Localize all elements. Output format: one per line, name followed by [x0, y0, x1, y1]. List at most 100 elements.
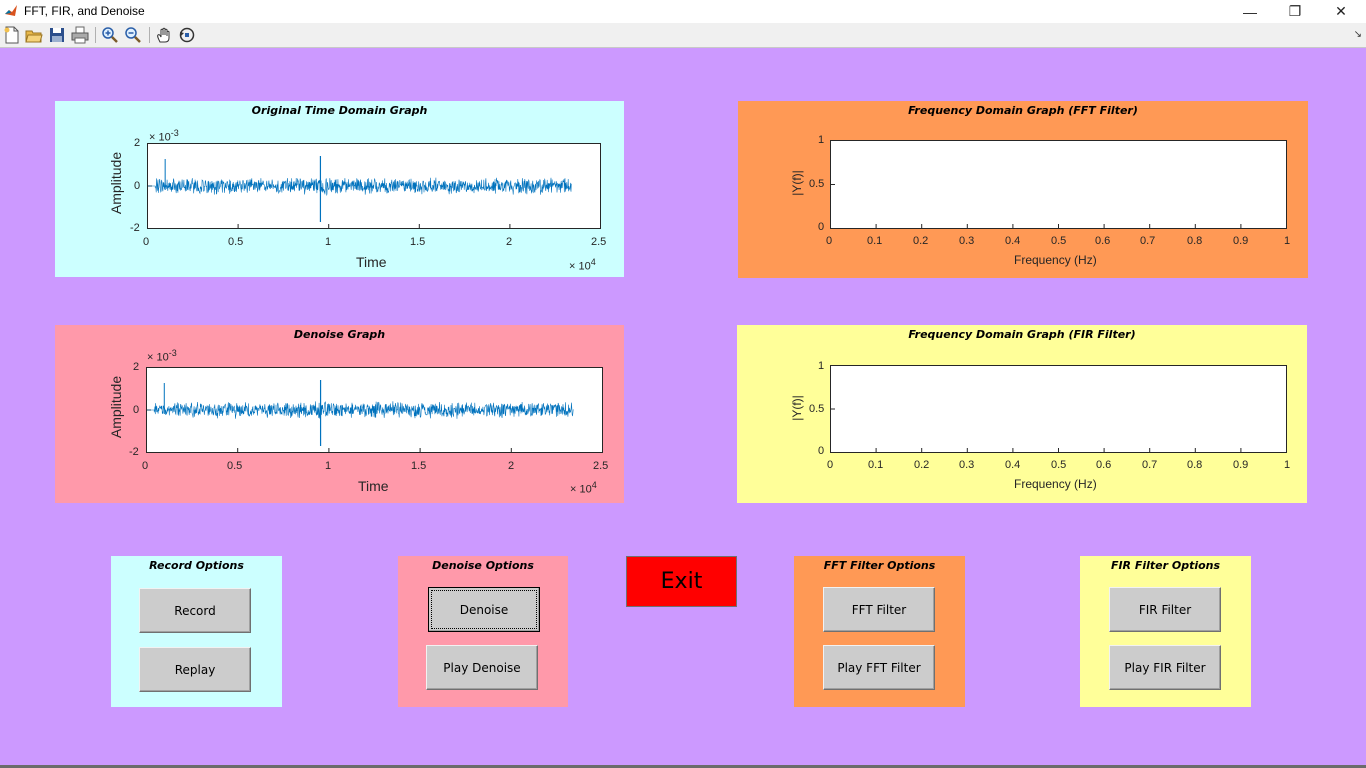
y-tick-label: -2 [129, 446, 139, 458]
fft-frequency-plot[interactable] [830, 140, 1287, 229]
x-tick-label: 0 [143, 236, 150, 248]
group-title: Denoise Options [432, 559, 534, 572]
x-exponent-label: × 104 [570, 480, 597, 496]
x-tick-label: 1 [1284, 235, 1291, 247]
y-tick-label: 1 [818, 134, 825, 146]
x-axis-label: Time [358, 478, 389, 494]
x-tick-label: 0.9 [1233, 235, 1249, 247]
y-tick-label: 2 [133, 361, 140, 373]
save-icon[interactable] [48, 26, 66, 44]
rotate-3d-icon[interactable] [178, 26, 196, 44]
toolbar-separator [95, 27, 96, 43]
group-title: Record Options [149, 559, 244, 572]
y-tick-label: 0 [134, 180, 141, 192]
y-exponent-label: × 10-3 [149, 128, 179, 144]
title-bar: FFT, FIR, and Denoise — ❐ ✕ [0, 0, 1366, 23]
play-fft-filter-button[interactable]: Play FFT Filter [823, 645, 935, 690]
x-tick-label: 0.5 [1051, 459, 1067, 471]
original-signal-plot[interactable] [147, 143, 601, 229]
x-tick-label: 1 [325, 460, 332, 472]
y-tick-label: 0.5 [809, 403, 825, 415]
play-fir-filter-button[interactable]: Play FIR Filter [1109, 645, 1221, 690]
x-axis-label: Time [356, 254, 387, 270]
x-tick-label: 0.5 [1051, 235, 1067, 247]
group-title: FIR Filter Options [1110, 559, 1221, 572]
panel-title: Frequency Domain Graph (FIR Filter) [908, 328, 1136, 341]
x-tick-label: 0.4 [1005, 459, 1021, 471]
x-tick-label: 0.4 [1005, 235, 1021, 247]
signal-trace [148, 177, 572, 196]
x-tick-label: 0 [826, 235, 833, 247]
panel-title: Frequency Domain Graph (FFT Filter) [908, 104, 1138, 117]
axes-frame [830, 140, 1287, 229]
open-file-icon[interactable] [25, 26, 43, 44]
pan-hand-icon[interactable] [155, 26, 173, 44]
fir-filter-options-group: FIR Filter Options FIR Filter Play FIR F… [1080, 556, 1251, 707]
x-tick-label: 0.1 [868, 459, 884, 471]
x-tick-label: 0.1 [867, 235, 883, 247]
minimize-button[interactable]: — [1243, 3, 1257, 20]
record-options-group: Record Options Record Replay [111, 556, 282, 707]
y-tick-label: 0 [133, 404, 140, 416]
x-axis-label: Frequency (Hz) [1014, 477, 1097, 491]
x-tick-label: 2 [506, 236, 513, 248]
group-title: FFT Filter Options [823, 559, 936, 572]
matlab-app-icon [4, 4, 18, 18]
x-axis-label: Frequency (Hz) [1014, 253, 1097, 267]
x-tick-label: 1.5 [410, 236, 426, 248]
y-axis-label: Amplitude [108, 151, 124, 215]
x-tick-label: 0.2 [913, 235, 929, 247]
x-tick-label: 0.7 [1140, 235, 1156, 247]
play-denoise-button[interactable]: Play Denoise [426, 645, 538, 690]
bottom-border [0, 765, 1366, 768]
x-tick-label: 2.5 [591, 236, 607, 248]
x-tick-label: 0.3 [959, 459, 975, 471]
y-tick-label: 1 [818, 360, 825, 372]
fir-frequency-plot[interactable] [830, 365, 1287, 453]
x-tick-label: 2.5 [593, 460, 609, 472]
axes-frame [830, 365, 1287, 453]
denoise-options-group: Denoise Options Denoise Play Denoise [398, 556, 568, 707]
x-tick-label: 0.7 [1142, 459, 1158, 471]
y-tick-label: 0.5 [809, 178, 825, 190]
original-time-domain-panel: Original Time Domain Graph × 10-3 2 0 -2… [55, 101, 624, 277]
restore-button[interactable]: ❐ [1288, 3, 1302, 19]
x-tick-label: 0.3 [959, 235, 975, 247]
record-button[interactable]: Record [139, 588, 251, 633]
x-tick-label: 1 [1284, 459, 1291, 471]
signal-trace [147, 401, 574, 419]
new-figure-icon[interactable] [3, 26, 21, 44]
y-tick-label: 2 [134, 137, 141, 149]
y-tick-label: 0 [818, 221, 825, 233]
toolbar-overflow-icon[interactable]: ↘ [1353, 29, 1362, 40]
x-tick-label: 0 [827, 459, 834, 471]
replay-button[interactable]: Replay [139, 647, 251, 692]
denoise-button[interactable]: Denoise [428, 587, 540, 632]
fft-frequency-panel: Frequency Domain Graph (FFT Filter) 1 0.… [738, 101, 1308, 278]
print-icon[interactable] [71, 26, 89, 44]
y-axis-label: |Y(f)| [790, 170, 804, 196]
denoise-signal-plot[interactable] [146, 367, 603, 453]
y-axis-label: Amplitude [108, 375, 124, 439]
panel-title: Original Time Domain Graph [251, 104, 428, 117]
close-button[interactable]: ✕ [1335, 3, 1347, 19]
fir-filter-button[interactable]: FIR Filter [1109, 587, 1221, 632]
window-title: FFT, FIR, and Denoise [24, 4, 145, 18]
panel-title: Denoise Graph [293, 328, 386, 341]
x-tick-label: 0 [142, 460, 149, 472]
x-tick-label: 0.5 [228, 236, 244, 248]
y-exponent-label: × 10-3 [147, 348, 177, 364]
x-tick-label: 1 [325, 236, 332, 248]
toolbar-separator [149, 27, 150, 43]
x-tick-label: 2 [508, 460, 515, 472]
denoise-panel: Denoise Graph × 10-3 2 0 -2 0 0.5 1 1.5 … [55, 325, 624, 503]
zoom-in-icon[interactable] [101, 26, 119, 44]
x-tick-label: 0.8 [1187, 235, 1203, 247]
fir-frequency-panel: Frequency Domain Graph (FIR Filter) 1 0.… [737, 325, 1307, 503]
exit-button[interactable]: Exit [626, 556, 737, 607]
zoom-out-icon[interactable] [124, 26, 142, 44]
fft-filter-options-group: FFT Filter Options FFT Filter Play FFT F… [794, 556, 965, 707]
x-exponent-label: × 104 [569, 257, 596, 273]
x-tick-label: 0.9 [1233, 459, 1249, 471]
fft-filter-button[interactable]: FFT Filter [823, 587, 935, 632]
